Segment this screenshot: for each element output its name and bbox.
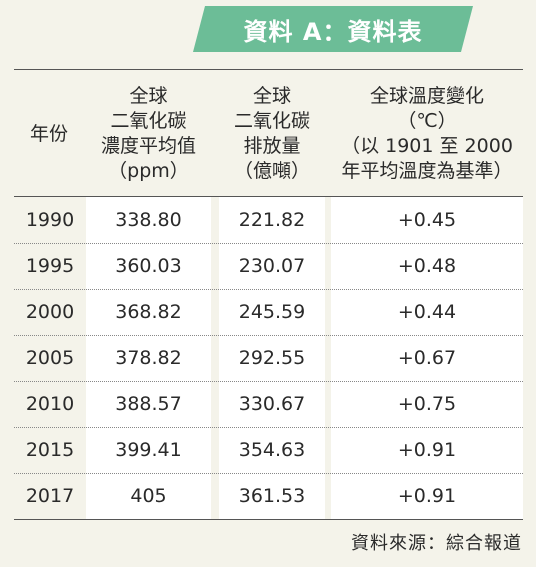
header-line: 全球溫度變化: [369, 85, 484, 107]
temperature-cell: +0.45: [397, 209, 457, 231]
header-line: （ppm）: [108, 160, 189, 182]
concentration-cell: 338.80: [115, 209, 182, 231]
year-cell: 2010: [25, 393, 75, 415]
table-row: 2000 368.82 245.59 +0.44: [14, 289, 523, 335]
header-line: 年平均溫度為基準）: [341, 160, 513, 182]
concentration-cell: 405: [130, 485, 167, 507]
emission-cell: 230.07: [238, 255, 306, 277]
row-divider: [14, 335, 523, 336]
emission-cell: 354.63: [238, 439, 306, 461]
row-divider: [14, 243, 523, 244]
header-co2-emission: 全球 二氧化碳 排放量 （億噸）: [219, 80, 325, 188]
row-divider: [14, 381, 523, 382]
row-divider: [14, 473, 523, 474]
temperature-cell: +0.91: [397, 485, 457, 507]
row-divider: [14, 427, 523, 428]
emission-cell: 361.53: [238, 485, 306, 507]
header-line: 二氧化碳: [110, 110, 187, 132]
concentration-cell: 399.41: [115, 439, 182, 461]
temperature-cell: +0.44: [397, 301, 457, 323]
year-cell: 2005: [25, 347, 75, 369]
emission-cell: 245.59: [238, 301, 306, 323]
header-temperature-change: 全球溫度變化 （℃） （以 1901 至 2000 年平均溫度為基準）: [326, 80, 528, 188]
emission-cell: 330.67: [238, 393, 306, 415]
table-row: 2015 399.41 354.63 +0.91: [14, 427, 523, 473]
concentration-cell: 360.03: [115, 255, 182, 277]
header-year: 年份: [14, 80, 84, 188]
title-banner: 資料 A：資料表: [193, 6, 473, 52]
concentration-cell: 368.82: [115, 301, 182, 323]
column-background-concentration: [86, 197, 211, 519]
temperature-cell: +0.91: [397, 439, 457, 461]
header-line: 全球: [129, 85, 168, 107]
table-row: 1995 360.03 230.07 +0.48: [14, 243, 523, 289]
year-cell: 2017: [25, 485, 75, 507]
header-line: 排放量: [243, 135, 301, 157]
emission-cell: 292.55: [238, 347, 306, 369]
column-background-temperature: [331, 197, 523, 519]
header-rule: [14, 196, 523, 197]
year-cell: 1995: [25, 255, 75, 277]
table-title: 資料 A：資料表: [243, 17, 423, 46]
top-rule: [14, 69, 523, 70]
table-row: 1990 338.80 221.82 +0.45: [14, 197, 523, 243]
header-line: （℃）: [397, 110, 457, 132]
temperature-cell: +0.48: [397, 255, 457, 277]
temperature-cell: +0.75: [397, 393, 457, 415]
column-background-emission: [219, 197, 325, 519]
year-cell: 1990: [25, 209, 75, 231]
header-line: （以 1901 至 2000: [341, 135, 513, 157]
table-row: 2017 405 361.53 +0.91: [14, 473, 523, 519]
table-row: 2010 388.57 330.67 +0.75: [14, 381, 523, 427]
concentration-cell: 378.82: [115, 347, 182, 369]
source-note: 資料來源：綜合報道: [351, 533, 522, 554]
row-divider: [14, 289, 523, 290]
bottom-rule: [14, 519, 523, 520]
header-year-label: 年份: [29, 122, 68, 145]
table-row: 2005 378.82 292.55 +0.67: [14, 335, 523, 381]
header-line: 濃度平均值: [100, 135, 196, 157]
temperature-cell: +0.67: [397, 347, 457, 369]
header-line: 全球: [252, 85, 291, 107]
year-cell: 2015: [25, 439, 75, 461]
header-line: （億噸）: [233, 160, 310, 182]
header-line: 二氧化碳: [233, 110, 310, 132]
header-co2-concentration: 全球 二氧化碳 濃度平均值 （ppm）: [86, 80, 211, 188]
year-cell: 2000: [25, 301, 75, 323]
emission-cell: 221.82: [238, 209, 306, 231]
concentration-cell: 388.57: [115, 393, 182, 415]
